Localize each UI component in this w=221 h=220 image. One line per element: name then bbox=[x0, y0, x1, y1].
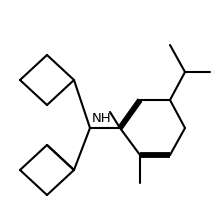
Text: NH: NH bbox=[92, 112, 112, 125]
